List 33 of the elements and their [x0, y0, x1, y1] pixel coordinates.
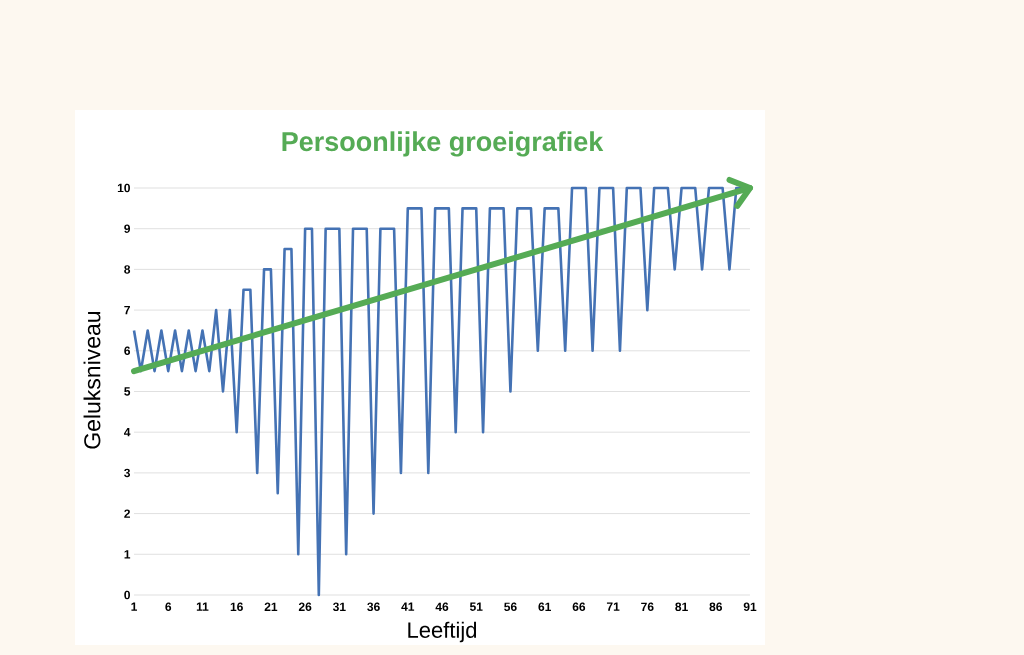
y-tick-label: 1: [124, 550, 131, 559]
y-tick-label: 0: [124, 590, 130, 600]
x-tick-label: 71: [606, 602, 620, 611]
y-axis-title: Geluksniveau: [83, 311, 101, 449]
y-tick-label: 2: [124, 509, 130, 518]
x-tick-label: 41: [401, 602, 415, 611]
y-tick-label: 10: [117, 183, 130, 193]
x-axis-title: Leeftijd: [408, 621, 477, 643]
y-tick-label: 9: [124, 224, 131, 233]
x-tick-label: 36: [367, 602, 380, 612]
x-tick-label: 51: [469, 602, 483, 611]
x-tick-label: 81: [675, 602, 688, 612]
x-tick-label: 76: [641, 602, 654, 612]
y-tick-label: 4: [123, 428, 131, 437]
x-tick-label: 66: [572, 602, 586, 612]
x-tick-label: 6: [165, 602, 172, 612]
chart-title: Persoonlijke groeigrafiek: [282, 131, 604, 157]
x-tick-label: 86: [709, 602, 723, 612]
x-tick-label: 46: [435, 602, 449, 612]
y-tick-label: 3: [124, 468, 131, 478]
x-tick-label: 11: [196, 602, 209, 611]
x-tick-label: 56: [504, 602, 517, 612]
y-tick-label: 5: [124, 387, 131, 396]
x-tick-label: 61: [538, 602, 551, 612]
x-tick-label: 26: [298, 602, 312, 612]
x-tick-label: 1: [131, 602, 138, 611]
y-tick-label: 6: [124, 346, 131, 356]
y-tick-label: 8: [124, 265, 131, 274]
y-tick-label: 7: [124, 305, 130, 315]
x-tick-label: 31: [332, 602, 346, 612]
x-tick-label: 91: [743, 602, 757, 612]
x-tick-label: 16: [230, 602, 243, 612]
x-tick-label: 21: [264, 602, 278, 611]
